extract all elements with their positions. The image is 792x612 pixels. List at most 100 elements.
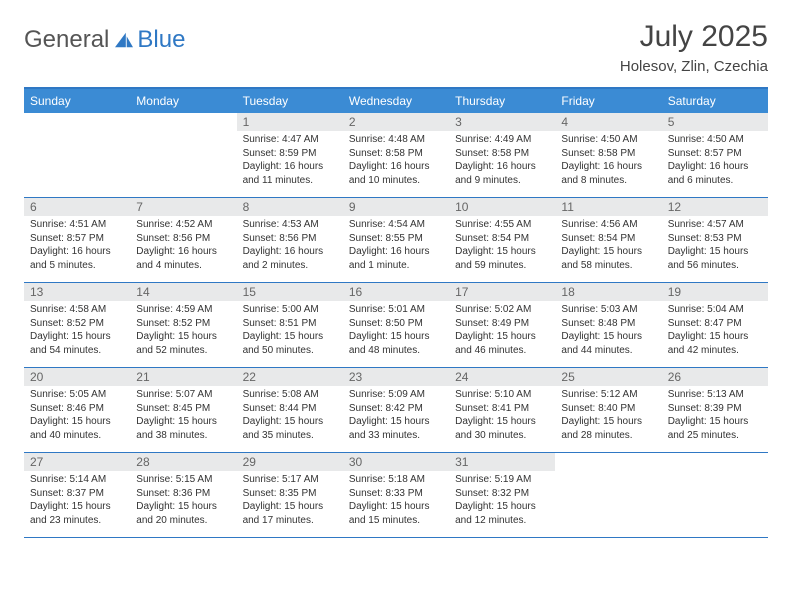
sunrise-text: Sunrise: 5:00 AM — [243, 303, 337, 317]
daylight-text: Daylight: 15 hours and 44 minutes. — [561, 330, 655, 357]
day-number: 27 — [24, 453, 130, 471]
day-number: 26 — [662, 368, 768, 386]
day-info: Sunrise: 4:56 AMSunset: 8:54 PMDaylight:… — [555, 218, 661, 272]
daylight-text: Daylight: 15 hours and 38 minutes. — [136, 415, 230, 442]
daylight-text: Daylight: 16 hours and 11 minutes. — [243, 160, 337, 187]
sunset-text: Sunset: 8:58 PM — [455, 147, 549, 161]
weekday-header: Wednesday — [343, 89, 449, 113]
calendar-cell: 28Sunrise: 5:15 AMSunset: 8:36 PMDayligh… — [130, 453, 236, 537]
sunset-text: Sunset: 8:44 PM — [243, 402, 337, 416]
calendar-cell: 25Sunrise: 5:12 AMSunset: 8:40 PMDayligh… — [555, 368, 661, 452]
weekday-header: Sunday — [24, 89, 130, 113]
sunrise-text: Sunrise: 4:53 AM — [243, 218, 337, 232]
day-number: 7 — [130, 198, 236, 216]
day-number — [130, 113, 236, 131]
day-info: Sunrise: 4:50 AMSunset: 8:58 PMDaylight:… — [555, 133, 661, 187]
sunset-text: Sunset: 8:57 PM — [30, 232, 124, 246]
day-info: Sunrise: 5:02 AMSunset: 8:49 PMDaylight:… — [449, 303, 555, 357]
weekday-header: Friday — [555, 89, 661, 113]
month-title: July 2025 — [620, 20, 768, 54]
daylight-text: Daylight: 15 hours and 52 minutes. — [136, 330, 230, 357]
day-number — [662, 453, 768, 471]
calendar-cell — [662, 453, 768, 537]
sunrise-text: Sunrise: 4:56 AM — [561, 218, 655, 232]
day-info: Sunrise: 4:47 AMSunset: 8:59 PMDaylight:… — [237, 133, 343, 187]
day-number: 20 — [24, 368, 130, 386]
day-info: Sunrise: 4:58 AMSunset: 8:52 PMDaylight:… — [24, 303, 130, 357]
daylight-text: Daylight: 15 hours and 58 minutes. — [561, 245, 655, 272]
daylight-text: Daylight: 16 hours and 2 minutes. — [243, 245, 337, 272]
calendar-cell — [24, 113, 130, 197]
day-info: Sunrise: 5:07 AMSunset: 8:45 PMDaylight:… — [130, 388, 236, 442]
brand-logo: General Blue — [24, 20, 185, 54]
sunset-text: Sunset: 8:40 PM — [561, 402, 655, 416]
calendar-cell: 16Sunrise: 5:01 AMSunset: 8:50 PMDayligh… — [343, 283, 449, 367]
day-number: 3 — [449, 113, 555, 131]
day-number: 31 — [449, 453, 555, 471]
day-info: Sunrise: 4:49 AMSunset: 8:58 PMDaylight:… — [449, 133, 555, 187]
sunset-text: Sunset: 8:56 PM — [243, 232, 337, 246]
calendar-cell: 7 Sunrise: 4:52 AMSunset: 8:56 PMDaylight… — [130, 198, 236, 282]
sunset-text: Sunset: 8:49 PM — [455, 317, 549, 331]
calendar-cell — [555, 453, 661, 537]
day-info: Sunrise: 5:08 AMSunset: 8:44 PMDaylight:… — [237, 388, 343, 442]
day-number: 10 — [449, 198, 555, 216]
day-number: 21 — [130, 368, 236, 386]
sunrise-text: Sunrise: 5:18 AM — [349, 473, 443, 487]
sunset-text: Sunset: 8:53 PM — [668, 232, 762, 246]
weekday-header: Tuesday — [237, 89, 343, 113]
calendar-cell: 13 Sunrise: 4:58 AMSunset: 8:52 PMDayligh… — [24, 283, 130, 367]
day-number: 29 — [237, 453, 343, 471]
daylight-text: Daylight: 15 hours and 33 minutes. — [349, 415, 443, 442]
sunrise-text: Sunrise: 4:54 AM — [349, 218, 443, 232]
daylight-text: Daylight: 16 hours and 9 minutes. — [455, 160, 549, 187]
sunset-text: Sunset: 8:52 PM — [30, 317, 124, 331]
calendar-week: 6Sunrise: 4:51 AMSunset: 8:57 PMDaylight… — [24, 198, 768, 283]
sunrise-text: Sunrise: 4:51 AM — [30, 218, 124, 232]
sunrise-text: Sunrise: 5:14 AM — [30, 473, 124, 487]
daylight-text: Daylight: 15 hours and 25 minutes. — [668, 415, 762, 442]
sunset-text: Sunset: 8:47 PM — [668, 317, 762, 331]
sunrise-text: Sunrise: 4:59 AM — [136, 303, 230, 317]
calendar-cell: 14Sunrise: 4:59 AMSunset: 8:52 PMDayligh… — [130, 283, 236, 367]
sunrise-text: Sunrise: 5:09 AM — [349, 388, 443, 402]
daylight-text: Daylight: 15 hours and 12 minutes. — [455, 500, 549, 527]
calendar-cell: 20 Sunrise: 5:05 AMSunset: 8:46 PMDayligh… — [24, 368, 130, 452]
day-number: 22 — [237, 368, 343, 386]
sunrise-text: Sunrise: 4:52 AM — [136, 218, 230, 232]
daylight-text: Daylight: 15 hours and 20 minutes. — [136, 500, 230, 527]
calendar-cell: 30Sunrise: 5:18 AMSunset: 8:33 PMDayligh… — [343, 453, 449, 537]
day-number: 13 — [24, 283, 130, 301]
sunrise-text: Sunrise: 4:49 AM — [455, 133, 549, 147]
day-number: 23 — [343, 368, 449, 386]
sunset-text: Sunset: 8:56 PM — [136, 232, 230, 246]
sunset-text: Sunset: 8:58 PM — [561, 147, 655, 161]
daylight-text: Daylight: 15 hours and 17 minutes. — [243, 500, 337, 527]
sunset-text: Sunset: 8:42 PM — [349, 402, 443, 416]
day-number: 9 — [343, 198, 449, 216]
daylight-text: Daylight: 15 hours and 15 minutes. — [349, 500, 443, 527]
sunrise-text: Sunrise: 4:47 AM — [243, 133, 337, 147]
calendar-cell: 15Sunrise: 5:00 AMSunset: 8:51 PMDayligh… — [237, 283, 343, 367]
calendar-cell: 8Sunrise: 4:53 AMSunset: 8:56 PMDaylight… — [237, 198, 343, 282]
sunset-text: Sunset: 8:37 PM — [30, 487, 124, 501]
calendar-cell: 11Sunrise: 4:56 AMSunset: 8:54 PMDayligh… — [555, 198, 661, 282]
sunset-text: Sunset: 8:33 PM — [349, 487, 443, 501]
day-info: Sunrise: 5:09 AMSunset: 8:42 PMDaylight:… — [343, 388, 449, 442]
sunrise-text: Sunrise: 5:15 AM — [136, 473, 230, 487]
sunrise-text: Sunrise: 5:13 AM — [668, 388, 762, 402]
sunset-text: Sunset: 8:58 PM — [349, 147, 443, 161]
title-block: July 2025 Holesov, Zlin, Czechia — [620, 20, 768, 75]
day-number: 2 — [343, 113, 449, 131]
daylight-text: Daylight: 16 hours and 4 minutes. — [136, 245, 230, 272]
day-info: Sunrise: 5:18 AMSunset: 8:33 PMDaylight:… — [343, 473, 449, 527]
sunrise-text: Sunrise: 4:50 AM — [561, 133, 655, 147]
day-number: 19 — [662, 283, 768, 301]
sunrise-text: Sunrise: 4:55 AM — [455, 218, 549, 232]
sail-icon — [111, 26, 135, 54]
weekday-header: Thursday — [449, 89, 555, 113]
daylight-text: Daylight: 15 hours and 46 minutes. — [455, 330, 549, 357]
weeks-container: 1Sunrise: 4:47 AMSunset: 8:59 PMDaylight… — [24, 113, 768, 538]
day-info: Sunrise: 5:05 AMSunset: 8:46 PMDaylight:… — [24, 388, 130, 442]
sunrise-text: Sunrise: 5:19 AM — [455, 473, 549, 487]
